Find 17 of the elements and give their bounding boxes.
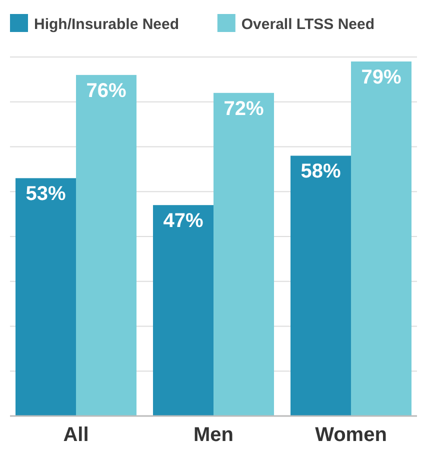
x-tick-label: All [63,424,89,446]
data-label: 47% [163,210,204,232]
data-label: 72% [224,98,264,120]
legend-label: Overall LTSS Need [241,16,375,33]
data-label: 76% [86,80,126,102]
legend-label: High/Insurable Need [34,16,180,33]
data-label: 79% [361,66,402,88]
bar [290,156,351,416]
data-label: 53% [26,183,66,206]
data-label: 58% [300,160,341,183]
bar [214,92,274,416]
bar [16,178,76,416]
x-tick-label: Women [315,424,387,446]
x-tick-label: Men [194,424,234,446]
bar [153,205,214,416]
bar [351,61,412,416]
bar [76,74,136,416]
